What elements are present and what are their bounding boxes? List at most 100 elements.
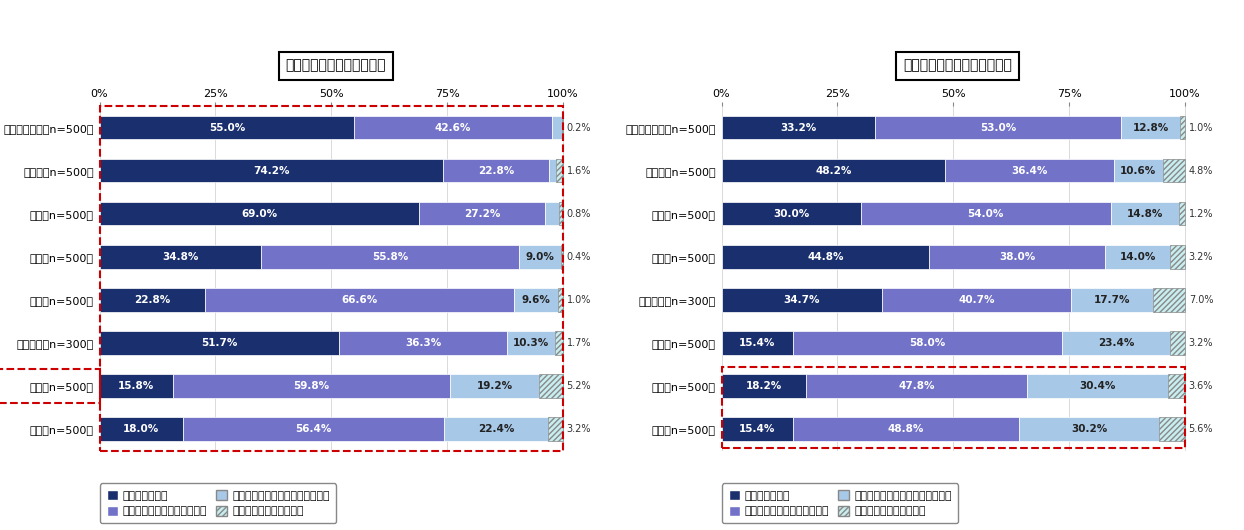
Legend: よくあてはまる, どちらかと言えばあてはまる, どちらかと言えばあてはまらない, まったくあてはまらない: よくあてはまる, どちらかと言えばあてはまる, どちらかと言えばあてはまらない,… xyxy=(101,483,336,523)
Text: 4.8%: 4.8% xyxy=(1189,165,1213,175)
Legend: よくあてはまる, どちらかと言えばあてはまる, どちらかと言えばあてはまらない, まったくあてはまらない: よくあてはまる, どちらかと言えばあてはまる, どちらかと言えばあてはまらない,… xyxy=(723,483,958,523)
Text: 34.8%: 34.8% xyxy=(162,252,198,262)
Text: 3.2%: 3.2% xyxy=(1189,338,1213,348)
Bar xyxy=(205,288,514,312)
Bar xyxy=(1019,417,1159,441)
Bar xyxy=(1181,116,1186,139)
Text: 48.8%: 48.8% xyxy=(888,424,924,434)
Bar xyxy=(1111,202,1179,225)
Bar xyxy=(539,374,564,398)
Bar xyxy=(100,374,173,398)
Bar xyxy=(183,417,444,441)
Text: 30.0%: 30.0% xyxy=(773,209,809,219)
Bar xyxy=(722,116,876,139)
Bar xyxy=(340,331,508,355)
Bar xyxy=(514,288,559,312)
Text: 22.4%: 22.4% xyxy=(478,424,515,434)
Bar xyxy=(1171,331,1186,355)
Bar xyxy=(722,331,792,355)
Bar xyxy=(444,417,549,441)
Bar xyxy=(173,374,450,398)
Text: 54.0%: 54.0% xyxy=(968,209,1004,219)
Text: 5.6%: 5.6% xyxy=(1189,424,1213,434)
Bar xyxy=(1159,417,1186,441)
Text: 66.6%: 66.6% xyxy=(341,295,378,305)
Text: 55.8%: 55.8% xyxy=(372,252,408,262)
Text: 0.8%: 0.8% xyxy=(567,209,591,219)
Text: 1.7%: 1.7% xyxy=(567,338,591,348)
Bar xyxy=(100,245,261,269)
Bar xyxy=(722,374,806,398)
Title: 「この仕事が好きである」: 「この仕事が好きである」 xyxy=(286,59,386,73)
Bar xyxy=(861,202,1111,225)
Text: 14.0%: 14.0% xyxy=(1120,252,1156,262)
Text: 51.7%: 51.7% xyxy=(202,338,238,348)
Bar xyxy=(1071,288,1153,312)
Text: 15.4%: 15.4% xyxy=(739,424,775,434)
Bar xyxy=(555,331,564,355)
Text: 10.3%: 10.3% xyxy=(513,338,550,348)
Text: 53.0%: 53.0% xyxy=(980,122,1016,132)
Bar xyxy=(722,245,929,269)
Bar xyxy=(929,245,1105,269)
Bar xyxy=(882,288,1071,312)
Text: 48.2%: 48.2% xyxy=(815,165,851,175)
Text: 34.7%: 34.7% xyxy=(784,295,820,305)
Bar xyxy=(0,369,100,403)
Bar xyxy=(520,245,561,269)
Text: 55.0%: 55.0% xyxy=(209,122,245,132)
Bar xyxy=(722,159,945,182)
Text: 40.7%: 40.7% xyxy=(958,295,995,305)
Bar xyxy=(552,116,562,139)
Text: 1.0%: 1.0% xyxy=(1189,122,1213,132)
Text: 19.2%: 19.2% xyxy=(476,381,513,391)
Bar xyxy=(561,245,564,269)
Bar xyxy=(559,288,564,312)
Bar xyxy=(100,417,183,441)
Text: 74.2%: 74.2% xyxy=(254,165,290,175)
Bar xyxy=(508,331,555,355)
Bar xyxy=(792,417,1019,441)
Bar xyxy=(1171,245,1186,269)
Title: 「この仕事は競争が濃しい」: 「この仕事は競争が濃しい」 xyxy=(903,59,1013,73)
Bar xyxy=(549,417,564,441)
Text: 3.6%: 3.6% xyxy=(1189,381,1213,391)
Text: 15.8%: 15.8% xyxy=(118,381,154,391)
Bar xyxy=(1028,374,1168,398)
Bar xyxy=(1121,116,1181,139)
Bar xyxy=(876,116,1121,139)
Bar xyxy=(722,417,792,441)
Text: 9.6%: 9.6% xyxy=(521,295,551,305)
Text: 27.2%: 27.2% xyxy=(464,209,500,219)
Text: 59.8%: 59.8% xyxy=(294,381,330,391)
Text: 22.8%: 22.8% xyxy=(134,295,170,305)
Bar xyxy=(100,288,205,312)
Text: 17.7%: 17.7% xyxy=(1093,295,1131,305)
Text: 0.4%: 0.4% xyxy=(567,252,591,262)
Text: 22.8%: 22.8% xyxy=(478,165,514,175)
Bar xyxy=(556,159,564,182)
Bar xyxy=(100,116,355,139)
Bar xyxy=(1163,159,1186,182)
Text: 69.0%: 69.0% xyxy=(241,209,277,219)
Bar xyxy=(945,159,1113,182)
Text: 15.4%: 15.4% xyxy=(739,338,775,348)
Bar xyxy=(419,202,545,225)
Bar xyxy=(1105,245,1171,269)
Text: 33.2%: 33.2% xyxy=(780,122,816,132)
Text: 0.2%: 0.2% xyxy=(567,122,591,132)
Text: 44.8%: 44.8% xyxy=(807,252,843,262)
Bar xyxy=(1113,159,1163,182)
Text: 58.0%: 58.0% xyxy=(909,338,945,348)
Text: 10.6%: 10.6% xyxy=(1120,165,1156,175)
Bar xyxy=(806,374,1028,398)
Bar xyxy=(560,202,564,225)
Text: 1.6%: 1.6% xyxy=(567,165,591,175)
Bar xyxy=(100,202,419,225)
Bar xyxy=(261,245,520,269)
Bar xyxy=(549,159,556,182)
Text: 3.2%: 3.2% xyxy=(1189,252,1213,262)
Text: 30.4%: 30.4% xyxy=(1080,381,1116,391)
Bar xyxy=(1153,288,1186,312)
Text: 18.2%: 18.2% xyxy=(745,381,781,391)
